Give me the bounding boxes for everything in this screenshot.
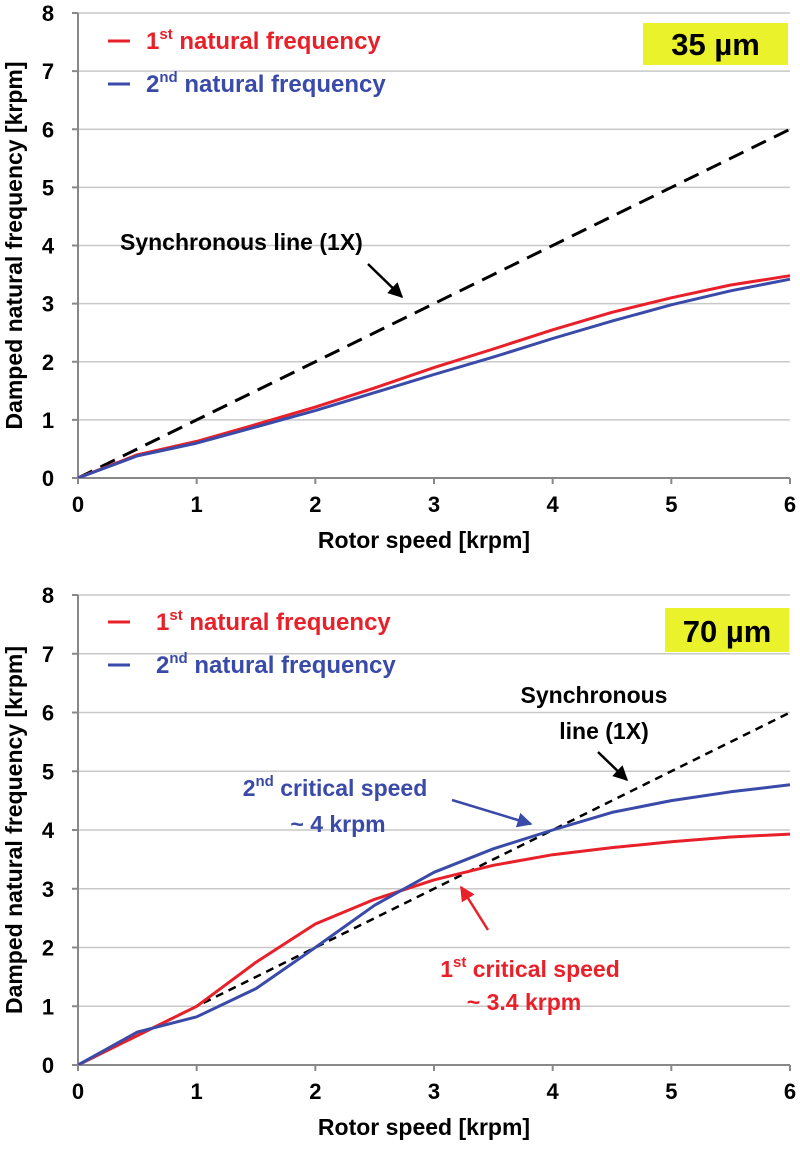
series-1st-natural-frequency <box>78 274 791 478</box>
y-tick-label: 5 <box>42 175 54 200</box>
y-tick-label: 1 <box>42 408 54 433</box>
annotation-arrow <box>451 798 533 828</box>
y-tick-label: 1 <box>42 994 54 1019</box>
y-tick-label: 3 <box>42 877 54 902</box>
x-tick-label: 2 <box>309 492 321 517</box>
x-tick-label: 0 <box>72 492 84 517</box>
annotation-synchronous-line: Synchronous line (1X) <box>120 229 363 255</box>
x-tick-label: 6 <box>784 492 796 517</box>
series-1st-natural-frequency <box>78 832 791 1065</box>
x-tick-label: 6 <box>784 1079 796 1104</box>
y-tick-label: 2 <box>42 350 54 375</box>
legend-entry: 2nd natural frequency <box>146 69 386 98</box>
x-tick-label: 5 <box>665 1079 677 1104</box>
y-tick-label: 8 <box>42 583 54 608</box>
thickness-badge <box>665 608 789 652</box>
annotation-1st-critical-speed-value: ~ 3.4 krpm <box>467 989 581 1015</box>
annotation-synchronous-line: Synchronous <box>521 682 668 708</box>
series-2nd-natural-frequency <box>78 783 791 1065</box>
x-tick-label: 1 <box>191 1079 203 1104</box>
x-tick-label: 4 <box>547 1079 560 1104</box>
y-tick-label: 0 <box>42 1053 54 1078</box>
y-tick-label: 6 <box>42 701 54 726</box>
y-tick-label: 7 <box>42 59 54 84</box>
y-axis-label: Damped natural frequency [krpm] <box>1 61 27 429</box>
annotation-arrow <box>597 751 629 782</box>
annotation-2nd-critical-speed-value: ~ 4 krpm <box>290 811 385 837</box>
x-tick-label: 0 <box>72 1079 84 1104</box>
y-tick-label: 0 <box>42 466 54 491</box>
x-axis-label: Rotor speed [krpm] <box>318 527 530 553</box>
y-tick-label: 5 <box>42 759 54 784</box>
synchronous-line <box>78 127 791 478</box>
chart-70um: 0 1 2 3 4 5 6 7 8 0 1 2 3 4 5 6 Rotor speed [krpm] Damped… <box>1 583 796 1140</box>
legend-entry: 1st natural frequency <box>146 26 381 55</box>
x-tick-label: 3 <box>428 492 440 517</box>
chart-35um: 0 1 2 3 4 5 6 7 8 0 1 2 3 4 5 6 Rotor speed [krpm] Damped… <box>1 1 796 553</box>
x-tick-label: 3 <box>428 1079 440 1104</box>
y-axis-label: Damped natural frequency [krpm] <box>1 646 27 1014</box>
x-axis-label: Rotor speed [krpm] <box>318 1114 530 1140</box>
x-tick-label: 1 <box>191 492 203 517</box>
annotation-1st-critical-speed: 1st critical speed <box>440 954 620 982</box>
annotation-synchronous-line: line (1X) <box>559 718 648 744</box>
legend-entry: 1st natural frequency <box>156 607 391 636</box>
annotation-2nd-critical-speed: 2nd critical speed <box>243 773 428 801</box>
y-tick-label: 6 <box>42 117 54 142</box>
annotation-arrow <box>459 885 490 931</box>
y-tick-label: 2 <box>42 936 54 961</box>
series-2nd-natural-frequency <box>78 277 791 478</box>
y-tick-label: 8 <box>42 1 54 26</box>
x-tick-label: 5 <box>665 492 677 517</box>
y-tick-label: 3 <box>42 292 54 317</box>
x-tick-label: 2 <box>309 1079 321 1104</box>
annotation-arrow <box>367 263 404 299</box>
y-tick-label: 4 <box>42 234 55 259</box>
legend-entry: 2nd natural frequency <box>156 650 396 679</box>
thickness-badge <box>643 23 788 65</box>
thickness-badge-text: 35 µm <box>671 27 760 62</box>
x-tick-label: 4 <box>547 492 560 517</box>
y-tick-label: 7 <box>42 642 54 667</box>
thickness-badge-text: 70 µm <box>683 614 772 649</box>
y-tick-label: 4 <box>42 818 55 843</box>
